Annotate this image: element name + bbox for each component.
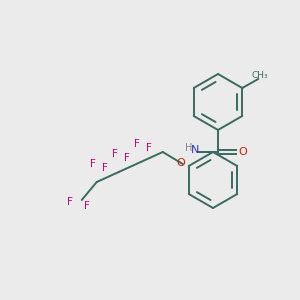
Text: F: F [67,197,73,207]
Text: O: O [238,147,247,157]
Text: F: F [102,163,108,173]
Text: CH₃: CH₃ [252,70,268,80]
Text: F: F [90,159,96,169]
Text: F: F [112,149,118,159]
Text: F: F [84,201,90,211]
Text: F: F [146,143,152,153]
Text: F: F [134,139,140,149]
Text: F: F [124,153,130,163]
Text: N: N [191,145,199,155]
Text: H: H [185,143,193,153]
Text: O: O [176,158,185,168]
